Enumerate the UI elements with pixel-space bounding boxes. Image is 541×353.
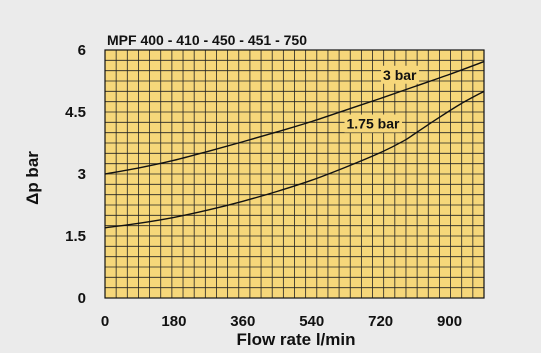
y-tick-label: 0: [78, 290, 86, 307]
y-tick-label: 1.5: [65, 228, 86, 245]
series-label: 1.75 bar: [347, 116, 400, 132]
y-axis-title: Δp bar: [23, 151, 42, 205]
series-label-background: [381, 65, 420, 84]
y-axis-ticks: 0 1.5 3 4.5 6: [65, 42, 86, 307]
plot-frame: [104, 49, 485, 299]
series-label-group: 1.75 bar: [344, 114, 402, 133]
series-labels: 3 bar 1.75 bar: [344, 65, 420, 133]
x-tick-label: 900: [437, 313, 462, 330]
y-tick-label: 3: [78, 166, 86, 183]
x-axis-title: Flow rate l/min: [236, 330, 355, 349]
x-tick-label: 0: [101, 313, 109, 330]
x-axis-ticks: 0 180 360 540 720 900: [101, 313, 462, 330]
y-tick-label: 6: [78, 42, 86, 59]
x-tick-label: 540: [299, 313, 324, 330]
series-label: 3 bar: [383, 67, 417, 83]
series-line: [104, 90, 485, 229]
series-layer: [104, 60, 485, 229]
x-tick-label: 360: [230, 313, 255, 330]
y-tick-label: 4.5: [65, 104, 86, 121]
chart-title: MPF 400 - 410 - 450 - 451 - 750: [107, 32, 307, 48]
series-label-background: [344, 114, 402, 133]
series-line: [104, 60, 485, 175]
x-tick-label: 720: [368, 313, 393, 330]
x-tick-label: 180: [161, 313, 186, 330]
series-label-group: 3 bar: [381, 65, 420, 84]
grid: [105, 50, 484, 298]
